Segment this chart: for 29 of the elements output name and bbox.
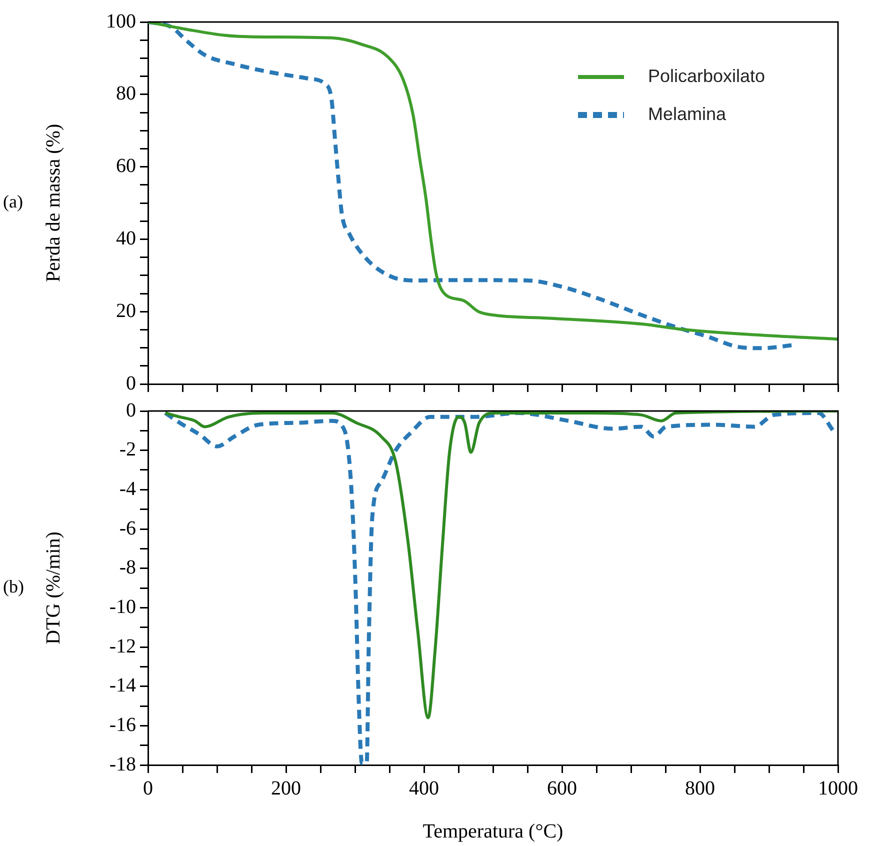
y-tick-label: -14	[109, 674, 136, 697]
y-tick-label: 20	[116, 300, 136, 322]
x-tick-label: 0	[143, 777, 153, 800]
y-tick-label: 80	[116, 82, 136, 105]
x-axis-title: Temperatura (°C)	[422, 820, 564, 842]
x-tick-label: 400	[409, 777, 439, 800]
text: (a)	[3, 192, 23, 212]
y-tick-label: 0	[126, 372, 136, 394]
x-tick-label: 600	[547, 777, 577, 800]
y-tick-label: 60	[116, 155, 136, 178]
y-tick-label: -16	[109, 714, 136, 736]
y-tick-label: -4	[119, 478, 136, 500]
y-axis-title: DTG (%/min)	[42, 532, 64, 644]
x-tick-label: 800	[685, 777, 715, 800]
y-tick-label: -10	[109, 596, 136, 618]
y-tick-label: -6	[119, 517, 136, 540]
y-tick-label: 0	[126, 399, 136, 422]
y-tick-label: -18	[109, 753, 136, 776]
text: (b)	[3, 576, 24, 597]
y-tick-label: 40	[116, 227, 136, 250]
y-tick-label: -2	[119, 438, 136, 461]
legend-label: Melamina	[648, 104, 728, 124]
y-tick-label: -8	[119, 556, 136, 579]
y-tick-label: -12	[109, 635, 136, 658]
x-tick-label: 200	[271, 777, 301, 800]
legend-label: Policarboxilato	[648, 66, 766, 86]
x-tick-label: 1000	[818, 777, 858, 800]
y-axis-title: Perda de massa (%)	[42, 124, 64, 282]
y-tick-label: 100	[106, 10, 136, 32]
